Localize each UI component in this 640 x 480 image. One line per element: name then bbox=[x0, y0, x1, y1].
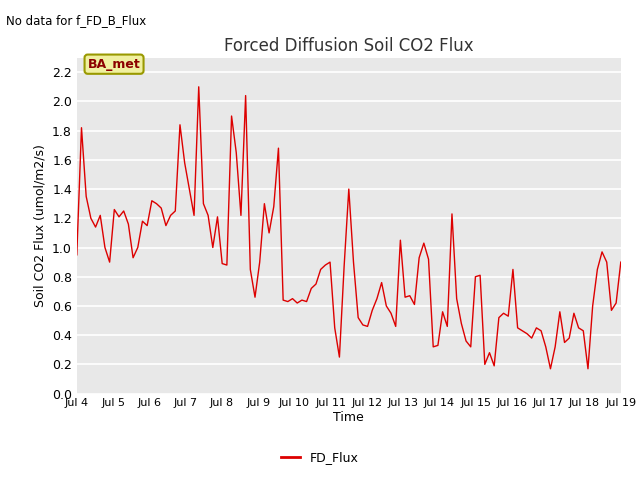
Legend: FD_Flux: FD_Flux bbox=[276, 446, 364, 469]
Text: No data for f_FD_B_Flux: No data for f_FD_B_Flux bbox=[6, 14, 147, 27]
Y-axis label: Soil CO2 Flux (umol/m2/s): Soil CO2 Flux (umol/m2/s) bbox=[33, 144, 46, 307]
Text: BA_met: BA_met bbox=[88, 58, 140, 71]
X-axis label: Time: Time bbox=[333, 411, 364, 424]
Title: Forced Diffusion Soil CO2 Flux: Forced Diffusion Soil CO2 Flux bbox=[224, 36, 474, 55]
